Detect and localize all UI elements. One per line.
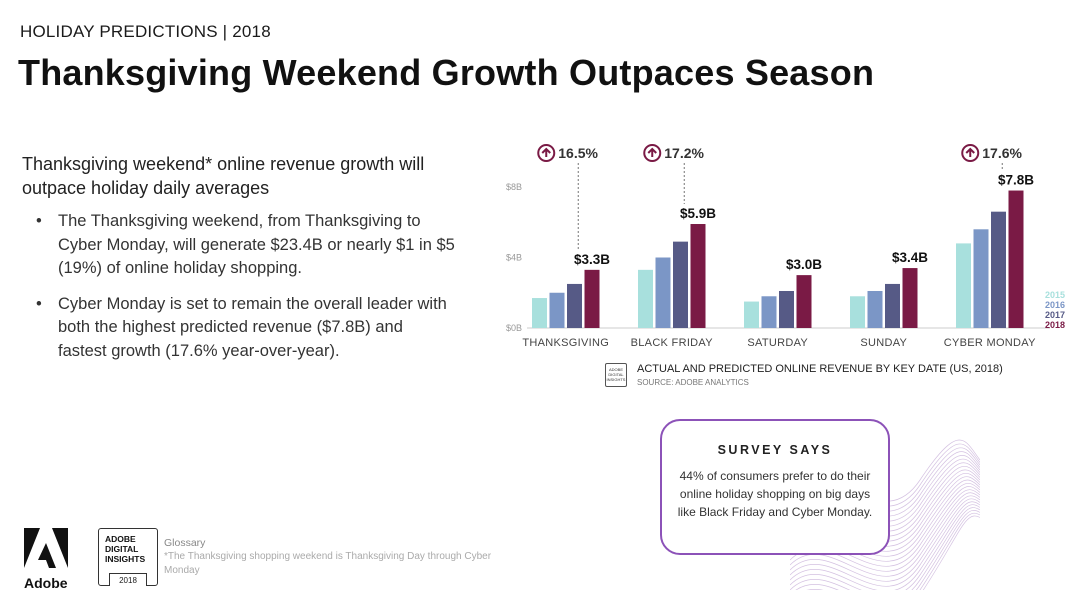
bar-2017 — [673, 241, 688, 328]
glossary-note: *The Thanksgiving shopping weekend is Th… — [164, 551, 492, 576]
bullet-text: Cyber Monday is set to remain the overal… — [58, 294, 447, 360]
wave-line — [790, 501, 980, 590]
insights-line: ADOBE — [105, 534, 136, 544]
category-label: SUNDAY — [860, 337, 907, 349]
bar-2016 — [549, 292, 565, 328]
growth-label: 17.6% — [982, 145, 1022, 161]
chart-caption-source: SOURCE: ADOBE ANALYTICS — [637, 378, 749, 387]
bar-2018 — [902, 268, 918, 328]
bar-2015 — [744, 301, 759, 328]
value-label: $7.8B — [998, 173, 1034, 188]
bar-2016 — [973, 229, 989, 328]
bar-2016 — [867, 290, 883, 328]
legend-year-2018: 2018 — [1045, 320, 1065, 330]
bullet-text: The Thanksgiving weekend, from Thanksgiv… — [58, 212, 455, 277]
growth-up-arrow-icon — [961, 144, 980, 162]
bar-2015 — [532, 298, 547, 328]
page-kicker: HOLIDAY PREDICTIONS | 2018 — [20, 22, 271, 41]
adobe-digital-insights-badge: ADOBE DIGITAL INSIGHTS 2018 — [98, 528, 158, 586]
bullet-item: • The Thanksgiving weekend, from Thanksg… — [36, 210, 456, 281]
bar-2017 — [991, 211, 1006, 328]
growth-up-arrow-icon — [541, 147, 551, 157]
legend-year-2015: 2015 — [1045, 290, 1065, 300]
category-label: CYBER MONDAY — [944, 337, 1036, 349]
y-tick-label: $8B — [506, 182, 522, 192]
bar-2018 — [1008, 190, 1024, 328]
y-tick-label: $0B — [506, 323, 522, 333]
bullet-item: • Cyber Monday is set to remain the over… — [36, 293, 456, 364]
growth-up-arrow-icon — [647, 147, 657, 157]
category-label: THANKSGIVING — [522, 337, 609, 349]
chart-caption-title: ACTUAL AND PREDICTED ONLINE REVENUE BY K… — [637, 363, 1003, 375]
growth-label: 16.5% — [558, 145, 598, 161]
adobe-insights-badge-icon: ADOBE DIGITAL INSIGHTS — [605, 363, 627, 387]
legend-year-2016: 2016 — [1045, 300, 1065, 310]
value-label: $5.9B — [680, 206, 716, 221]
value-label: $3.0B — [786, 257, 822, 272]
wave-line — [790, 492, 980, 577]
wave-line — [795, 510, 980, 590]
legend-year-2017: 2017 — [1045, 310, 1065, 320]
survey-body: 44% of consumers prefer to do their onli… — [677, 469, 873, 519]
survey-callout: SURVEY SAYS 44% of consumers prefer to d… — [660, 419, 890, 555]
wave-line — [790, 507, 980, 590]
bar-2015 — [638, 269, 653, 328]
bar-2018 — [796, 275, 812, 328]
bullet-dot: • — [36, 294, 42, 313]
bar-2017 — [779, 290, 794, 328]
page-title: Thanksgiving Weekend Growth Outpaces Sea… — [18, 52, 875, 93]
survey-title: SURVEY SAYS — [717, 443, 833, 457]
bar-2017 — [567, 283, 582, 328]
growth-up-arrow-icon — [965, 147, 975, 157]
wave-line — [922, 515, 980, 590]
wave-line — [790, 495, 980, 582]
bullet-list: • The Thanksgiving weekend, from Thanksg… — [36, 210, 456, 375]
y-tick-label: $4B — [506, 253, 522, 263]
revenue-bar-chart: $0B $4B $8B THANKSGIVING $3.3B BLACK FRIDAY $5… — [506, 144, 1065, 349]
adobe-logo: Adobe — [24, 528, 74, 591]
insights-line: INSIGHTS — [105, 554, 146, 564]
bar-2015 — [850, 296, 865, 328]
lead-text: Thanksgiving weekend* online revenue gro… — [22, 154, 425, 198]
insights-year: 2018 — [109, 573, 147, 586]
value-label: $3.4B — [892, 250, 928, 265]
glossary-title: Glossary — [164, 537, 206, 549]
glossary: Glossary *The Thanksgiving shopping week… — [164, 536, 494, 578]
bar-2017 — [885, 283, 900, 328]
bar-2016 — [761, 296, 777, 328]
wave-line — [790, 498, 980, 587]
bar-2018 — [584, 269, 600, 328]
category-label: SATURDAY — [747, 337, 808, 349]
bar-2015 — [956, 243, 971, 328]
category-label: BLACK FRIDAY — [631, 337, 714, 349]
bullet-dot: • — [36, 212, 42, 230]
adobe-logo-icon — [24, 528, 68, 568]
value-label: $3.3B — [574, 252, 610, 267]
wave-line — [806, 513, 980, 590]
bar-2018 — [690, 224, 706, 328]
adobe-logo-label: Adobe — [24, 575, 68, 591]
growth-up-arrow-icon — [643, 144, 662, 162]
insights-line: DIGITAL — [105, 544, 139, 554]
growth-label: 17.2% — [664, 145, 704, 161]
bar-2016 — [655, 257, 671, 328]
wave-line — [790, 504, 980, 590]
growth-up-arrow-icon — [537, 144, 556, 162]
